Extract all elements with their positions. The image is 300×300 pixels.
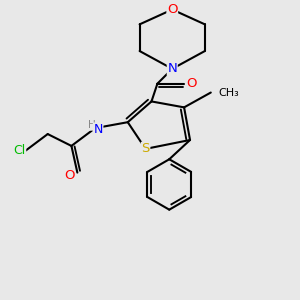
Text: S: S [141, 142, 150, 155]
Text: O: O [186, 77, 197, 90]
Text: CH₃: CH₃ [218, 88, 239, 98]
Text: N: N [93, 123, 103, 136]
Text: Cl: Cl [14, 144, 26, 157]
Text: O: O [167, 3, 178, 16]
Text: H: H [88, 120, 96, 130]
Text: O: O [64, 169, 74, 182]
Text: N: N [167, 62, 177, 75]
